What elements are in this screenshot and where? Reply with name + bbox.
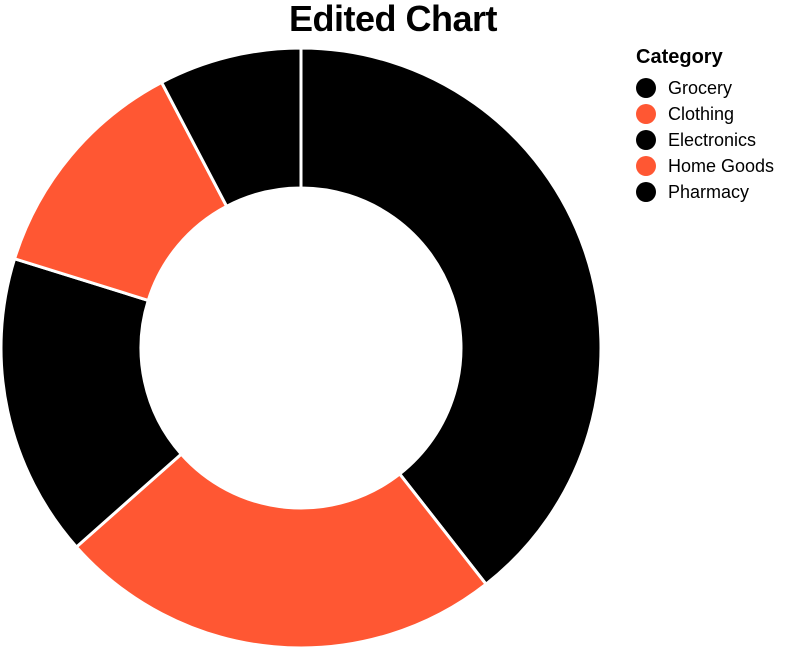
chart-title: Edited Chart bbox=[288, 0, 498, 39]
donut-slice-grocery bbox=[299, 46, 603, 587]
legend: Category Grocery Clothing Electronics Home … bbox=[636, 46, 774, 205]
legend-swatch-home-goods bbox=[636, 156, 656, 176]
legend-label-home-goods: Home Goods bbox=[668, 155, 775, 176]
legend-label-pharmacy: Pharmacy bbox=[668, 181, 750, 202]
donut-slice-electronics bbox=[0, 256, 184, 550]
legend-swatch-grocery bbox=[636, 78, 656, 98]
legend-swatch-pharmacy bbox=[636, 182, 656, 202]
donut-slice-pharmacy bbox=[159, 46, 303, 209]
legend-swatch-clothing bbox=[636, 104, 656, 124]
legend-items: Grocery Clothing Electronics Home Goods Phar… bbox=[636, 75, 774, 205]
legend-label-electronics: Electronics bbox=[668, 129, 757, 150]
legend-swatch-electronics bbox=[636, 130, 656, 150]
legend-item-electronics: Electronics bbox=[636, 127, 774, 153]
legend-item-grocery: Grocery bbox=[636, 75, 774, 101]
donut-slice-clothing bbox=[74, 451, 489, 648]
legend-item-clothing: Clothing bbox=[636, 101, 774, 127]
legend-label-grocery: Grocery bbox=[668, 77, 733, 98]
legend-label-clothing: Clothing bbox=[668, 103, 735, 124]
legend-item-pharmacy: Pharmacy bbox=[636, 179, 774, 205]
legend-title: Category bbox=[636, 46, 723, 68]
donut-slice-home-goods bbox=[12, 80, 229, 303]
legend-item-home-goods: Home Goods bbox=[636, 153, 774, 179]
